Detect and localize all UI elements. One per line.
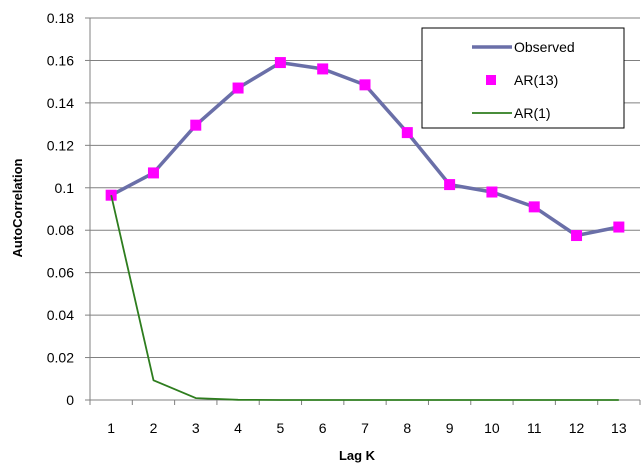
y-tick-label: 0 — [66, 392, 74, 408]
series-line — [110, 194, 619, 401]
y-tick-label: 0.02 — [47, 350, 74, 366]
data-point-marker — [613, 221, 625, 233]
y-tick-label: 0.1 — [55, 180, 75, 196]
y-tick-label: 0.14 — [47, 95, 74, 111]
data-point-marker — [232, 82, 244, 94]
data-point-marker — [571, 230, 583, 242]
legend-box — [421, 27, 625, 129]
y-tick-label: 0.06 — [47, 265, 74, 281]
x-tick-label: 6 — [319, 420, 327, 436]
data-point-marker — [317, 63, 329, 75]
x-tick-label: 10 — [484, 420, 500, 436]
series-layer — [105, 57, 625, 401]
gridlines — [90, 17, 640, 359]
legend-ar13-swatch — [486, 75, 496, 85]
data-point-marker — [359, 79, 371, 91]
y-tick-label: 0.16 — [47, 52, 74, 68]
data-point-marker — [274, 57, 286, 69]
y-tick-label: 0.08 — [47, 222, 74, 238]
y-tick-labels: 0 0.02 0.04 0.06 0.08 0.1 0.12 0.14 0.16 0.18 — [47, 10, 74, 408]
x-axis-title: Lag K — [339, 448, 376, 463]
series-ar-1 — [110, 194, 619, 401]
data-point-marker — [401, 127, 413, 139]
data-point-marker — [105, 189, 117, 201]
x-tick-label: 13 — [611, 420, 627, 436]
data-point-marker — [147, 167, 159, 179]
x-tick-label: 9 — [446, 420, 454, 436]
legend-ar13-label: AR(13) — [514, 72, 558, 88]
x-tick-label: 8 — [403, 420, 411, 436]
y-axis-title: AutoCorrelation — [10, 158, 25, 257]
x-tick-label: 3 — [192, 420, 200, 436]
legend-ar1-label: AR(1) — [514, 105, 551, 121]
x-tick-label: 4 — [234, 420, 242, 436]
legend-observed-label: Observed — [514, 39, 575, 55]
x-tick-label: 7 — [361, 420, 369, 436]
y-tick-label: 0.18 — [47, 10, 74, 26]
x-tick-label: 12 — [569, 420, 585, 436]
x-tick-label: 5 — [276, 420, 284, 436]
data-point-marker — [528, 201, 540, 213]
data-point-marker — [486, 186, 498, 198]
x-tick-labels: 1 2 3 4 5 6 7 8 9 10 11 12 13 — [107, 420, 627, 436]
x-tick-label: 2 — [150, 420, 158, 436]
x-tick-label: 11 — [527, 420, 542, 436]
data-point-marker — [190, 119, 202, 131]
series-ar-13 — [105, 57, 625, 242]
y-tick-label: 0.04 — [47, 307, 74, 323]
x-tick-label: 1 — [107, 420, 115, 436]
legend: Observed AR(13) AR(1) — [421, 27, 625, 129]
data-point-marker — [444, 179, 456, 191]
y-tick-label: 0.12 — [47, 137, 74, 153]
